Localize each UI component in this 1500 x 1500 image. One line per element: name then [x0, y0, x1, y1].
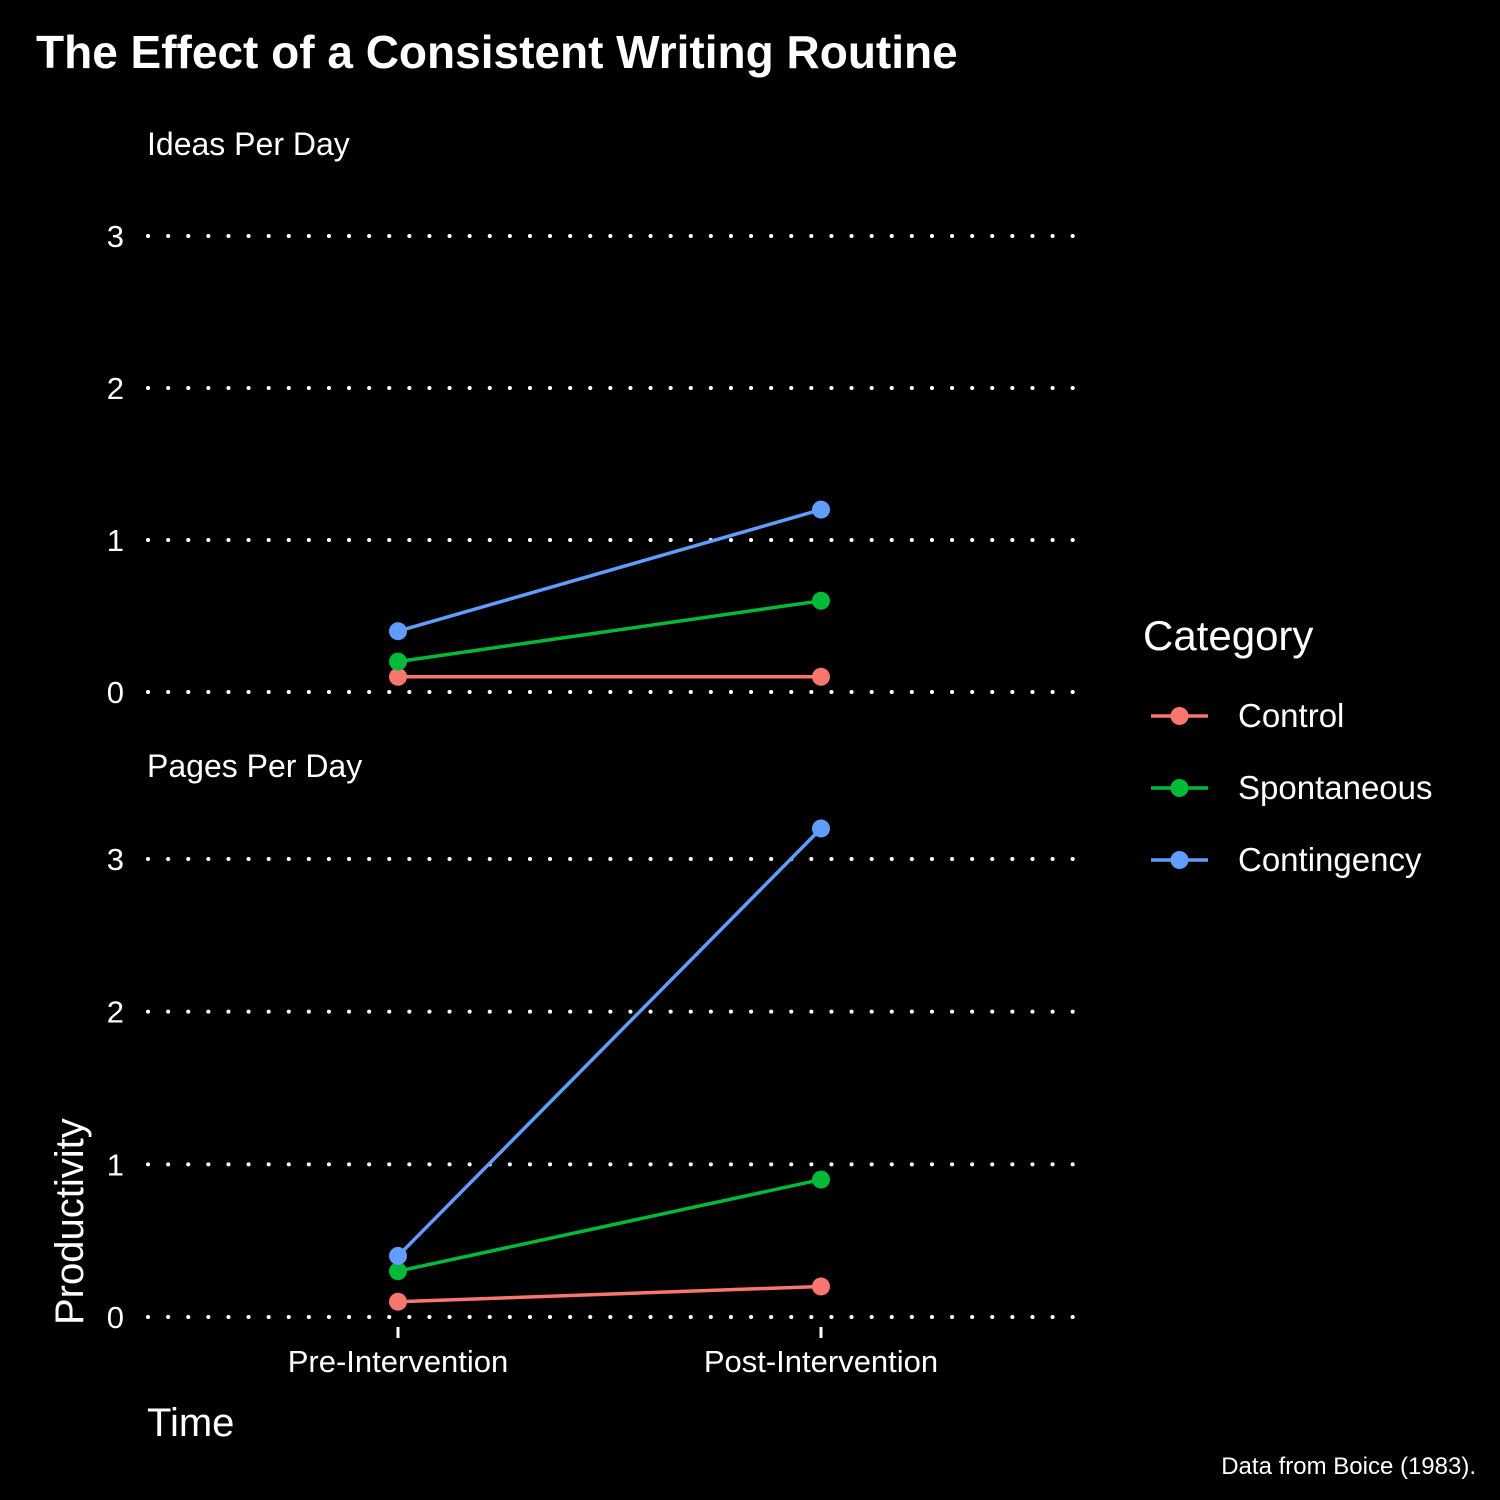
data-point-control	[812, 1277, 830, 1296]
legend-key-point	[1170, 779, 1189, 797]
x-axis-title: Time	[147, 1401, 234, 1445]
y-tick-label: 1	[107, 523, 124, 558]
x-tick-label: Pre-Intervention	[288, 1344, 509, 1379]
y-tick-label: 3	[107, 219, 124, 254]
y-tick-label: 3	[107, 842, 124, 877]
series-line-contingency	[397, 507, 822, 633]
data-point-contingency	[389, 1246, 407, 1265]
y-tick-label: 0	[107, 1300, 124, 1335]
x-axis: Pre-Intervention Post-Intervention	[288, 1327, 938, 1379]
data-point-spontaneous	[389, 652, 407, 671]
data-point-control	[389, 667, 407, 686]
data-point-contingency	[812, 500, 830, 519]
panel-title: Ideas Per Day	[147, 126, 350, 162]
data-point-contingency	[812, 819, 830, 838]
x-tick-label: Post-Intervention	[704, 1344, 938, 1379]
y-tick-label: 0	[107, 675, 124, 710]
legend-item-control: Control	[1151, 697, 1344, 734]
panel-2: Pages Per Day 0 1 2 3	[107, 748, 1080, 1335]
legend-item-spontaneous: Spontaneous	[1151, 769, 1433, 806]
legend-key-point	[1170, 707, 1189, 725]
y-axis-title: Productivity	[48, 1118, 92, 1325]
series-line-control	[397, 1284, 822, 1304]
panel-1: Ideas Per Day 0 1 2 3	[107, 126, 1080, 710]
series-line-spontaneous	[397, 599, 822, 664]
series-line-spontaneous	[397, 1177, 822, 1273]
legend-title: Category	[1143, 612, 1313, 659]
data-point-contingency	[389, 622, 407, 641]
data-point-control	[389, 1292, 407, 1311]
data-point-spontaneous	[389, 1262, 407, 1281]
series-line-contingency	[396, 827, 823, 1258]
data-point-spontaneous	[812, 591, 830, 610]
legend-label: Contingency	[1238, 841, 1422, 878]
legend-label: Spontaneous	[1238, 769, 1433, 806]
panels: Ideas Per Day 0 1 2 3 Pages Per Day 0 1 2 3	[107, 126, 1080, 1335]
legend-label: Control	[1238, 697, 1344, 734]
legend-key-point	[1170, 851, 1189, 869]
legend-item-contingency: Contingency	[1151, 841, 1422, 878]
caption: Data from Boice (1983).	[1221, 1453, 1476, 1480]
panel-title: Pages Per Day	[147, 748, 362, 784]
y-tick-label: 2	[107, 371, 124, 406]
legend: Category Control Spontaneous Contingency	[1143, 612, 1433, 878]
data-point-spontaneous	[812, 1170, 830, 1189]
data-point-control	[812, 667, 830, 686]
y-tick-label: 1	[107, 1147, 124, 1182]
y-tick-label: 2	[107, 995, 124, 1030]
chart-title: The Effect of a Consistent Writing Routi…	[36, 26, 958, 78]
